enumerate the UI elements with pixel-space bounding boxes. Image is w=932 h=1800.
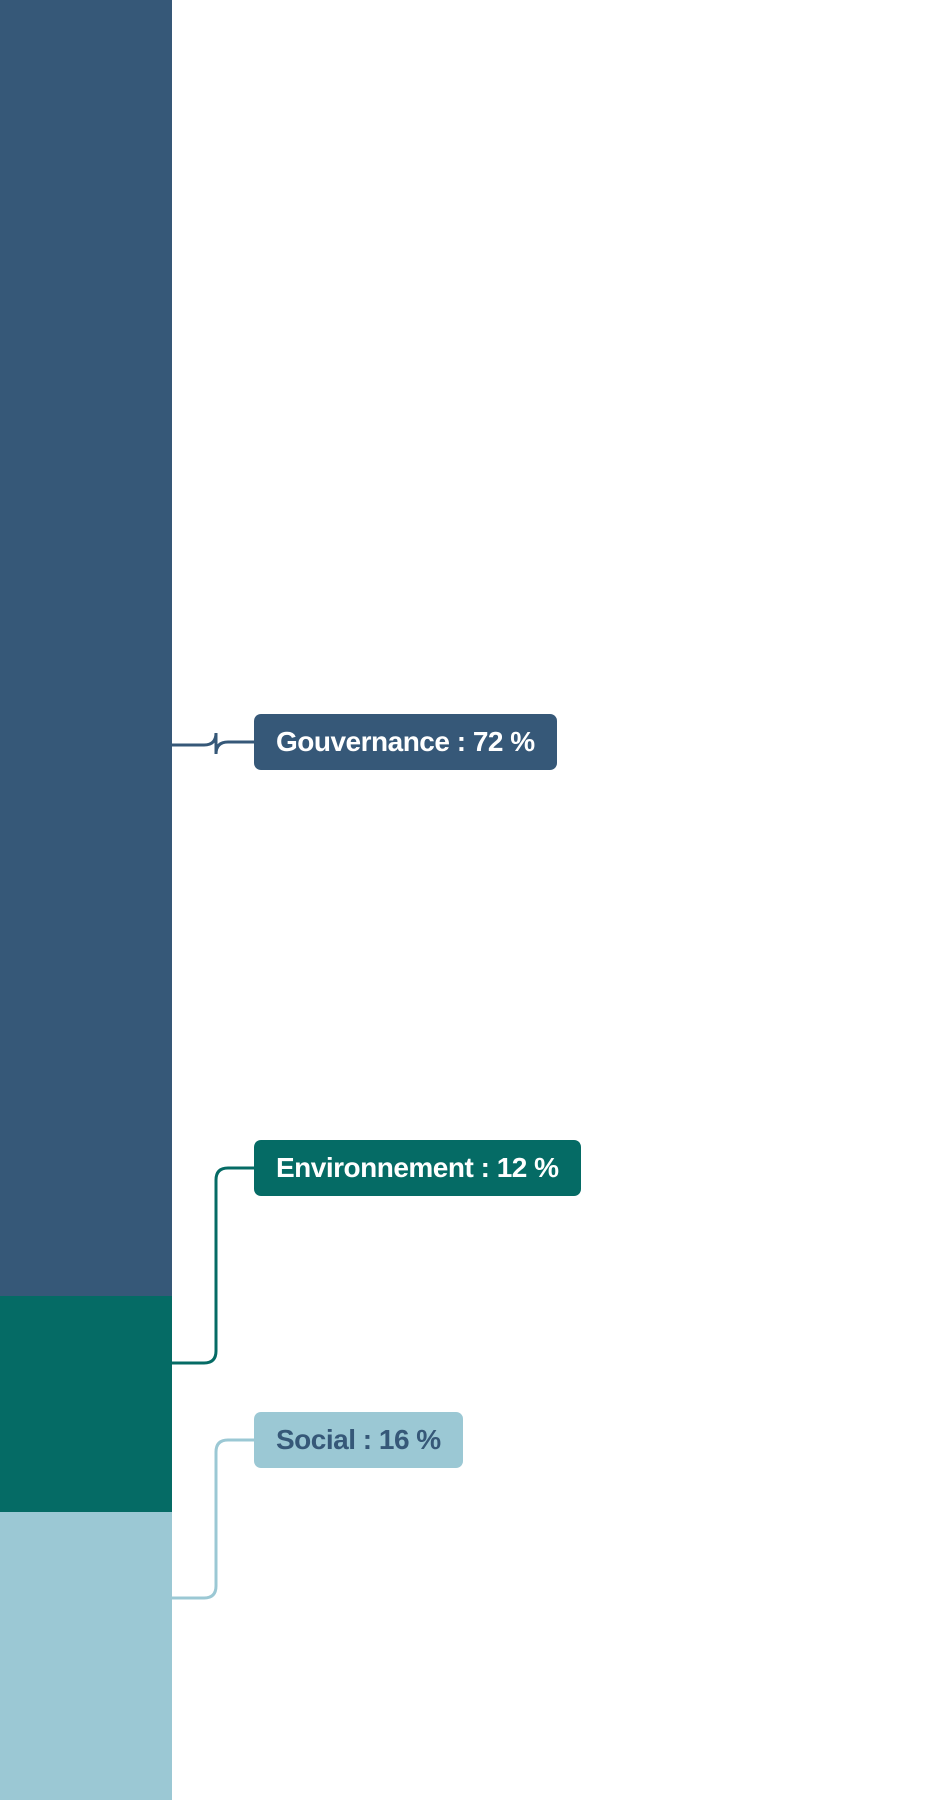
data-label-gouvernance: Gouvernance : 72 % (254, 714, 557, 770)
connector-line-social (172, 1438, 254, 1600)
data-label-environnement: Environnement : 12 % (254, 1140, 581, 1196)
connector-line-environnement (172, 1166, 254, 1365)
connector-line-gouvernance (172, 732, 254, 755)
bar-segment-environnement (0, 1296, 172, 1512)
bar-segment-social (0, 1512, 172, 1800)
data-label-social: Social : 16 % (254, 1412, 463, 1468)
bar-segment-gouvernance (0, 0, 172, 1296)
